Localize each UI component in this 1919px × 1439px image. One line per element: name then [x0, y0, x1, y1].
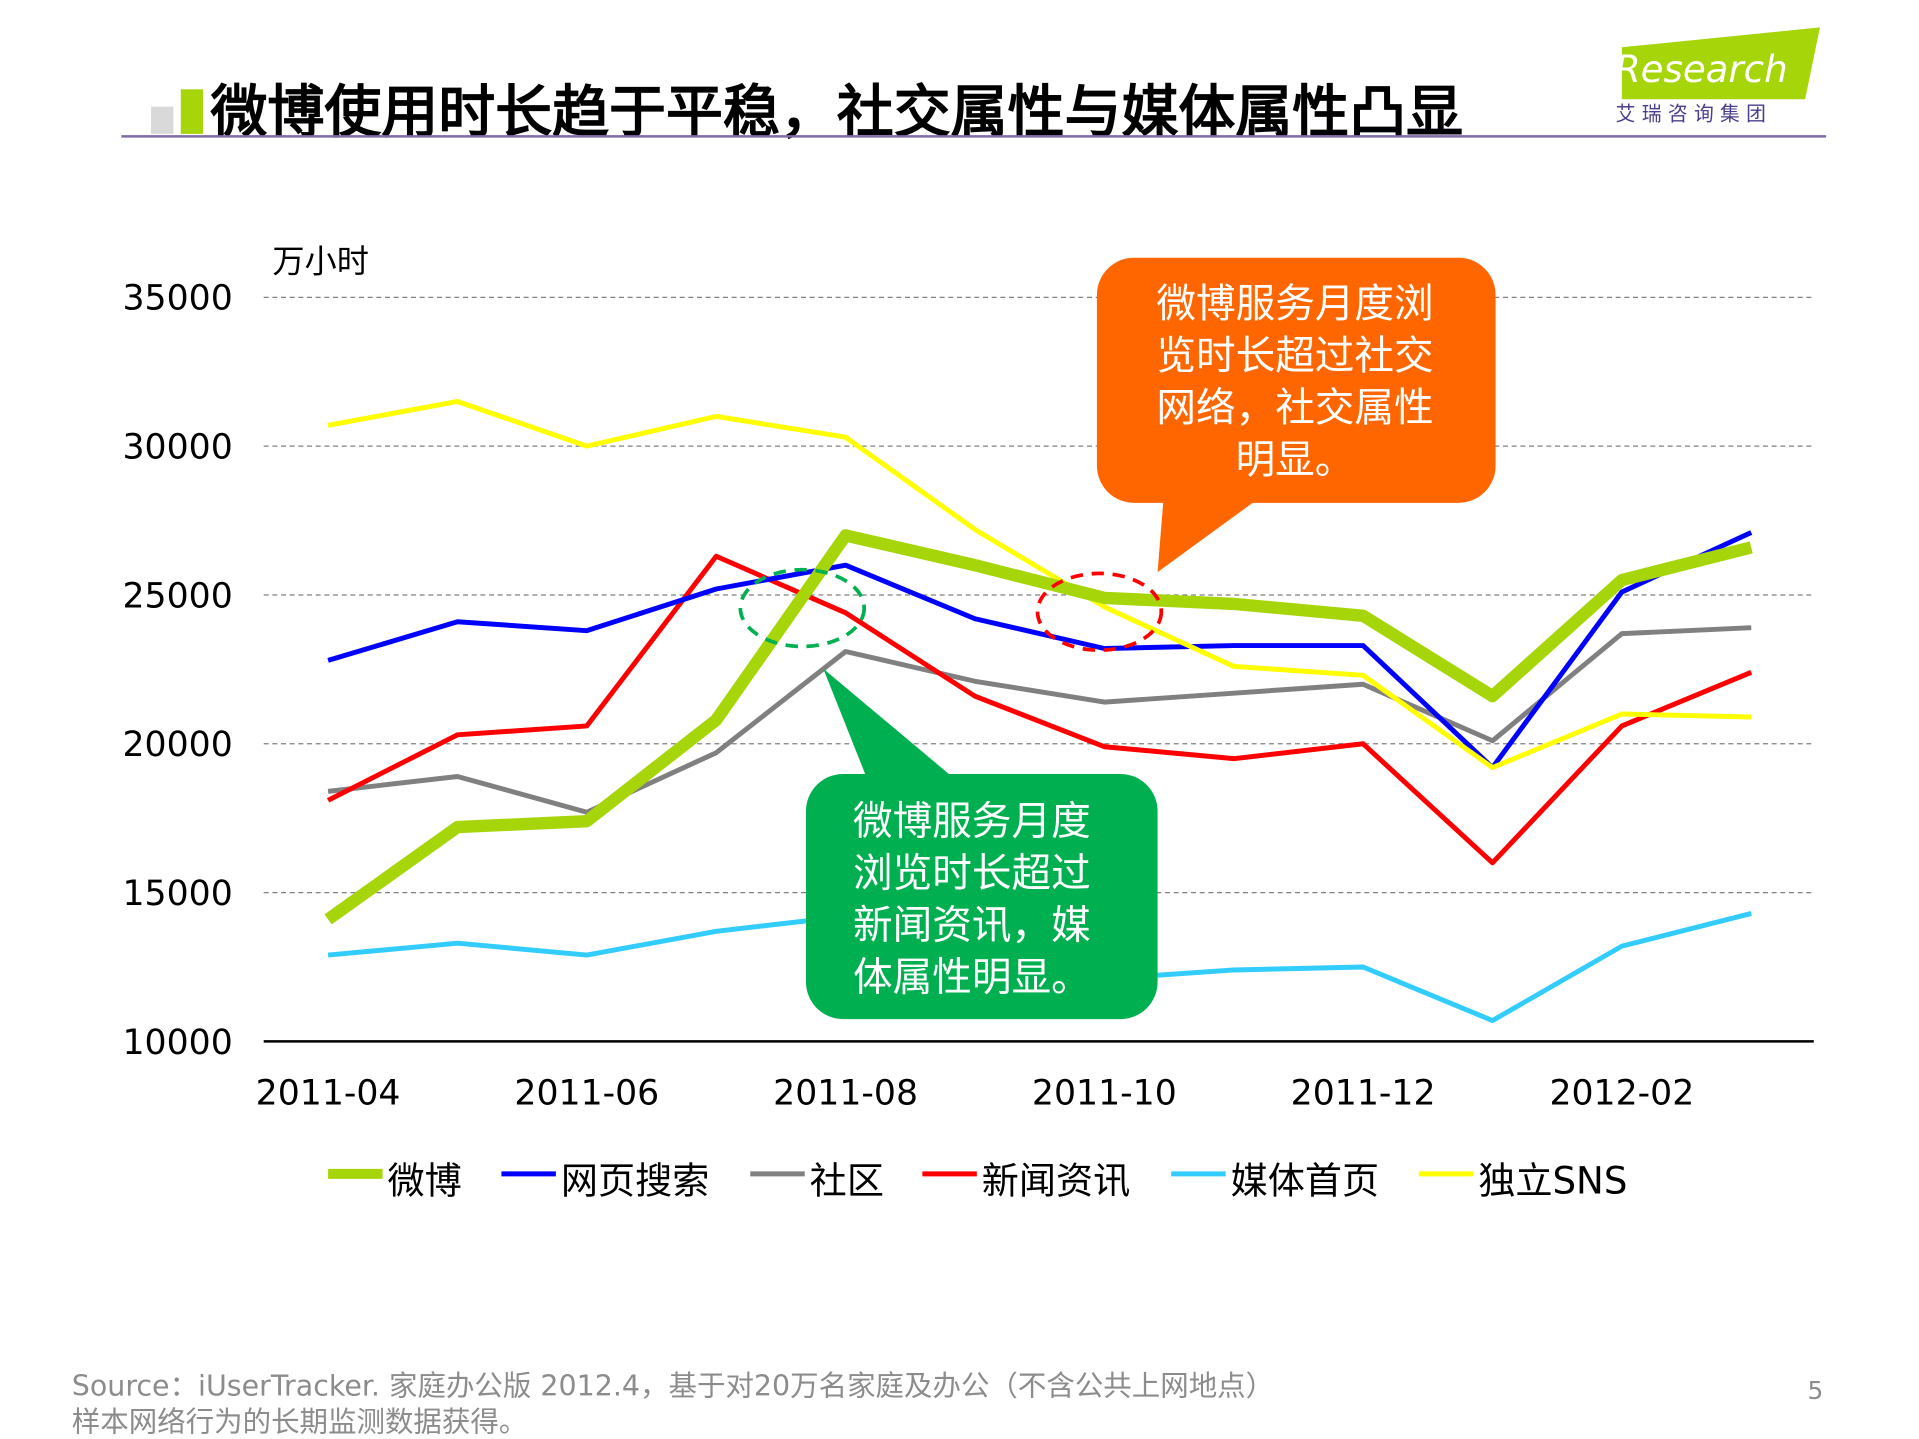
x-tick-label: 2012-02: [1549, 1074, 1694, 1114]
callout-text-line: 体属性明显。: [853, 955, 1091, 1001]
callout-text-line: 浏览时长超过: [853, 851, 1091, 897]
y-tick-label: 25000: [123, 576, 233, 616]
y-axis-label: 万小时: [272, 243, 369, 281]
x-tick-label: 2011-12: [1291, 1074, 1436, 1114]
title-marker-green: [180, 89, 204, 134]
page-title: 微博使用时长趋于平稳，社交属性与媒体属性凸显: [209, 79, 1463, 145]
x-tick-label: 2011-04: [256, 1074, 401, 1114]
callout-text-line: 微博服务月度: [853, 799, 1091, 845]
series-line-4: [326, 553, 1753, 866]
svg-text:iResearch: iResearch: [1605, 48, 1788, 91]
legend-label: 微博: [388, 1160, 462, 1203]
y-tick-label: 15000: [123, 874, 233, 914]
callout-text-line: 新闻资讯，媒: [853, 903, 1091, 949]
callout-text-line: 览时长超过社交: [1156, 333, 1433, 379]
y-tick-label: 10000: [123, 1023, 233, 1063]
highlight-circle-green: [738, 567, 867, 649]
legend-label: 独立SNS: [1478, 1160, 1627, 1203]
source-line-1: Source：iUserTracker. 家庭办公版 2012.4，基于对20万…: [72, 1369, 1274, 1402]
callout-text-line: 网络，社交属性: [1156, 385, 1433, 431]
callout-text-line: 微博服务月度浏: [1156, 281, 1433, 327]
svg-text:艾 瑞 咨 询 集 团: 艾 瑞 咨 询 集 团: [1616, 102, 1766, 125]
y-tick-label: 30000: [123, 428, 233, 468]
legend-label: 社区: [810, 1160, 884, 1203]
series-line-3: [327, 625, 1752, 815]
legend: 微博 网页搜索 社区 新闻资讯 媒体首页 独立SNS: [328, 1160, 1627, 1203]
highlight-circle-red: [1035, 571, 1164, 653]
legend-label: 新闻资讯: [982, 1160, 1131, 1203]
series-line-6: [327, 399, 1752, 771]
series-line-2: [327, 530, 1753, 771]
y-tick-label: 35000: [123, 279, 233, 319]
legend-label: 媒体首页: [1231, 1160, 1380, 1203]
source-line-2: 样本网络行为的长期监测数据获得。: [72, 1405, 528, 1438]
series-line-1: [324, 529, 1753, 925]
x-tick-label: 2011-06: [514, 1074, 659, 1114]
x-tick-label: 2011-08: [773, 1074, 918, 1114]
title-marker-gray: [151, 106, 174, 134]
x-tick-label: 2011-10: [1032, 1074, 1177, 1114]
iresearch-logo: iResearch 艾 瑞 咨 询 集 团: [1605, 27, 1820, 125]
page-number: 5: [1808, 1376, 1824, 1405]
line-chart: 万小时 10000 15000 20000 25000 30000 35000 2011-04…: [123, 243, 1814, 1114]
legend-label: 网页搜索: [561, 1160, 710, 1203]
callout-text-line: 明显。: [1236, 437, 1355, 483]
y-tick-label: 20000: [123, 725, 233, 765]
